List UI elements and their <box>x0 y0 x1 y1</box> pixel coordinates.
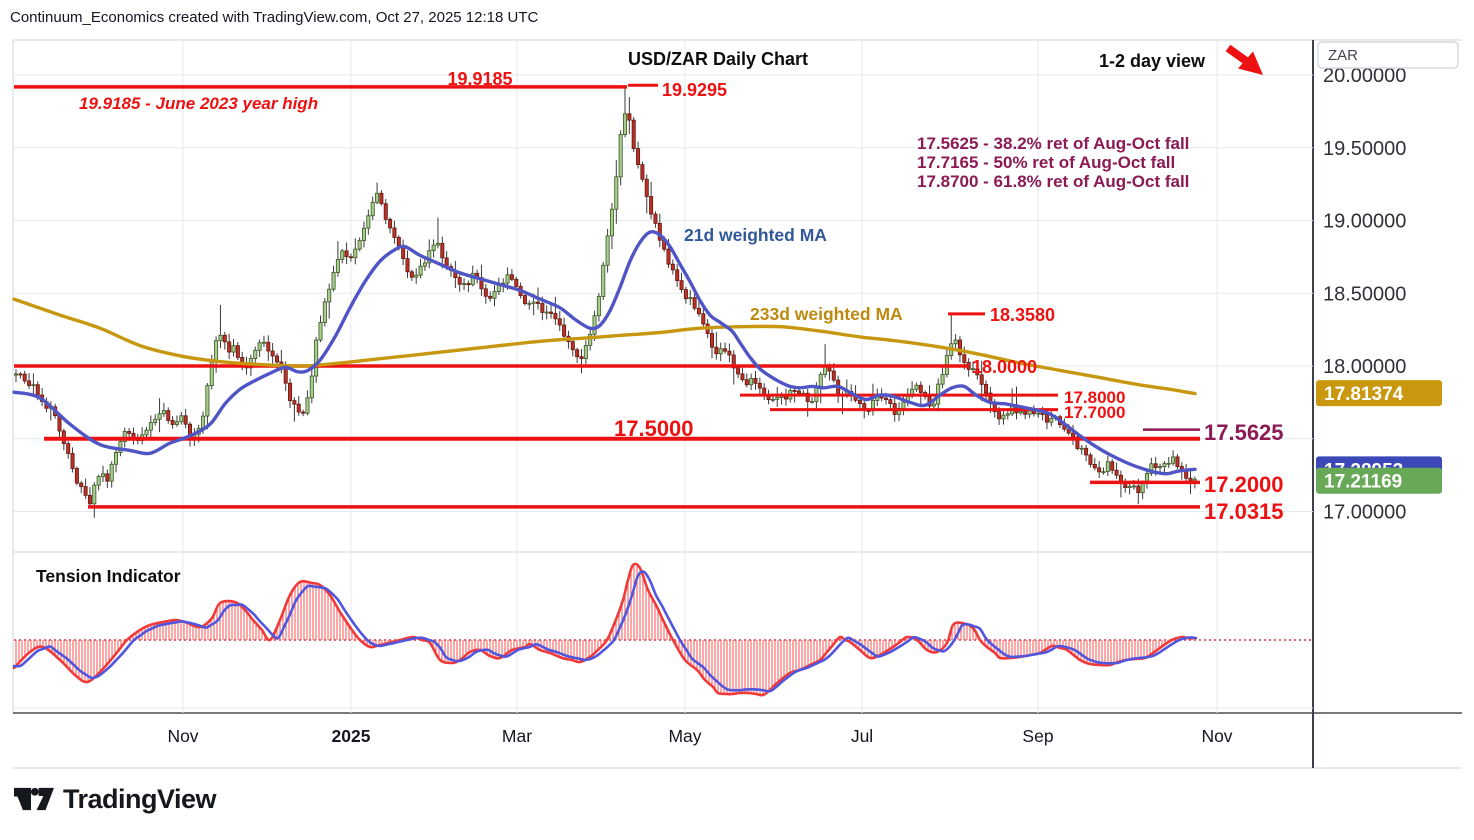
chart-annotation: 17.2000 <box>1204 472 1284 497</box>
chart-annotation: 19.9185 - June 2023 year high <box>79 94 318 113</box>
time-tick: Nov <box>167 726 198 746</box>
time-tick: Mar <box>502 726 532 746</box>
chart-annotation: 17.5000 <box>614 416 694 441</box>
tradingview-logo-icon <box>14 787 54 811</box>
price-scale: 20.00000 19.50000 19.00000 18.50000 18.00000… <box>1316 65 1442 524</box>
chart-annotations: 19.9185 19.9295 19.9185 - June 2023 year h… <box>79 69 1284 524</box>
chart-title: USD/ZAR Daily Chart <box>628 49 808 69</box>
chart-annotation: 21d weighted MA <box>684 225 827 245</box>
price-badge <box>1316 380 1442 407</box>
price-tick: 18.50000 <box>1323 283 1406 305</box>
symbol-label: ZAR <box>1328 47 1358 64</box>
down-right-arrow-icon <box>1225 44 1263 75</box>
chart-credit-header: Continuum_Economics created with Trading… <box>10 9 539 26</box>
chart-annotation: 233d weighted MA <box>750 304 903 324</box>
chart-annotation: 19.9295 <box>662 80 727 100</box>
tension-panel-title: Tension Indicator <box>36 566 181 586</box>
chart-annotation: 17.7000 <box>1064 403 1125 422</box>
price-badge-label: 17.21169 <box>1324 472 1402 493</box>
tradingview-brand[interactable]: TradingView <box>14 782 217 816</box>
price-tick: 19.50000 <box>1323 138 1406 160</box>
price-badge <box>1316 467 1442 494</box>
price-tick: 18.00000 <box>1323 356 1406 378</box>
price-tick: 20.00000 <box>1323 65 1406 87</box>
time-tick: Jul <box>851 726 873 746</box>
time-tick: 2025 <box>332 726 371 746</box>
symbol-box[interactable]: ZAR <box>1317 41 1459 69</box>
chart-annotation: 17.7165 - 50% ret of Aug-Oct fall <box>917 153 1175 172</box>
support-resistance-lines <box>14 83 1200 509</box>
price-tick: 17.00000 <box>1323 502 1406 524</box>
chart-annotation: 17.8000 <box>1064 388 1125 407</box>
chart-annotation: 17.0315 <box>1204 499 1284 524</box>
chart-frame <box>12 39 1462 769</box>
tension-indicator-series <box>12 562 1313 697</box>
view-note: 1-2 day view <box>1099 51 1206 71</box>
time-scale[interactable]: Nov 2025 Mar May Jul Sep Nov <box>167 726 1232 746</box>
moving-average-lines <box>12 230 1197 476</box>
time-tick: Nov <box>1201 726 1232 746</box>
time-tick: May <box>668 726 701 746</box>
chart-annotation: 19.9185 <box>447 69 512 89</box>
chart-annotation: 18.3580 <box>990 305 1055 325</box>
time-tick: Sep <box>1022 726 1053 746</box>
chart-annotation: 17.8700 - 61.8% ret of Aug-Oct fall <box>917 172 1189 191</box>
chart-annotation: 17.5625 <box>1204 420 1284 445</box>
price-badge-label: 17.81374 <box>1324 384 1404 405</box>
chart-annotation: 18.0000 <box>972 357 1037 377</box>
brand-wordmark: TradingView <box>63 783 217 814</box>
price-tick: 19.00000 <box>1323 211 1406 233</box>
chart-annotation: 17.5625 - 38.2% ret of Aug-Oct fall <box>917 134 1189 153</box>
